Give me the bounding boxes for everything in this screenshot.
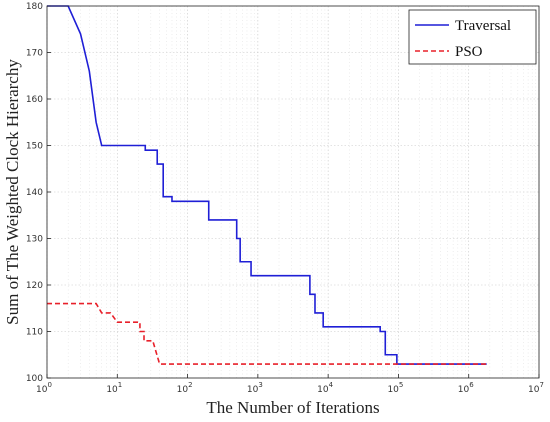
legend-box (408, 9, 537, 65)
x-tick-label-exponent: 3 (258, 381, 262, 389)
grid (46, 6, 540, 378)
x-tick-label-exponent: 7 (539, 381, 543, 389)
series-lines (47, 5, 487, 365)
x-tick-label: 103 (247, 381, 263, 395)
series-line-traversal (47, 5, 487, 365)
y-tick-label: 150 (26, 142, 43, 152)
y-tick-label: 140 (26, 188, 43, 198)
x-tick-label: 106 (458, 381, 474, 395)
y-tick-label: 120 (26, 281, 43, 291)
x-tick-label: 100 (36, 381, 52, 395)
series-line-pso (47, 302, 487, 365)
x-tick-label-base: 10 (106, 385, 118, 395)
y-tick-label: 130 (26, 235, 43, 245)
y-tick-label: 180 (26, 2, 43, 12)
y-tick-label: 170 (26, 49, 43, 59)
x-tick-label-base: 10 (387, 385, 399, 395)
x-tick-label-exponent: 5 (399, 381, 403, 389)
x-tick-label-exponent: 2 (188, 381, 192, 389)
x-tick-label-base: 10 (458, 385, 470, 395)
x-tick-label-base: 10 (36, 385, 48, 395)
legend-label-pso: PSO (455, 44, 483, 60)
x-tick-label: 104 (317, 381, 333, 395)
y-tick-label: 160 (26, 95, 43, 105)
axis-ticks: 100 101 102 103 104 105 106 1071001101201301401… (26, 2, 544, 395)
x-tick-label-base: 10 (317, 385, 329, 395)
legend-label-traversal: Traversal (455, 18, 511, 34)
x-tick-label-exponent: 4 (329, 381, 334, 389)
x-tick-label-base: 10 (528, 385, 540, 395)
x-tick-label-exponent: 0 (47, 381, 51, 389)
x-tick-label: 105 (387, 381, 403, 395)
y-tick-label: 110 (26, 328, 43, 338)
y-tick-label: 100 (26, 374, 43, 384)
x-tick-label: 107 (528, 381, 544, 395)
x-tick-label-exponent: 6 (469, 381, 474, 389)
x-tick-label: 102 (177, 381, 193, 395)
x-tick-label-base: 10 (247, 385, 259, 395)
x-tick-label: 101 (106, 381, 122, 395)
y-axis-label: Sum of The Weighted Clock Hierarchy (3, 59, 22, 325)
x-tick-label-base: 10 (177, 385, 189, 395)
x-axis-label: The Number of Iterations (206, 398, 379, 417)
legend: Traversal PSO (408, 9, 537, 65)
x-tick-label-exponent: 1 (118, 381, 122, 389)
